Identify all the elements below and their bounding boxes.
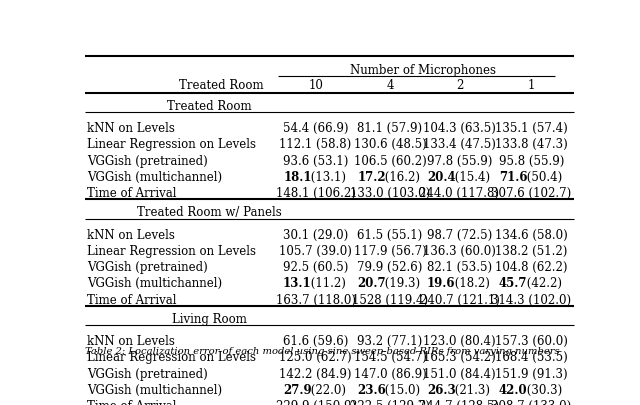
Text: 18.1: 18.1 xyxy=(283,171,312,184)
Text: Treated Room: Treated Room xyxy=(166,100,252,113)
Text: 93.2 (77.1): 93.2 (77.1) xyxy=(357,335,422,348)
Text: 54.4 (66.9): 54.4 (66.9) xyxy=(283,122,348,135)
Text: (42.2): (42.2) xyxy=(523,277,562,290)
Text: (11.2): (11.2) xyxy=(307,277,346,290)
Text: 61.6 (59.6): 61.6 (59.6) xyxy=(283,335,348,348)
Text: 154.5 (54.7): 154.5 (54.7) xyxy=(353,352,426,365)
Text: Number of Microphones: Number of Microphones xyxy=(351,64,497,77)
Text: 93.6 (53.1): 93.6 (53.1) xyxy=(283,155,348,168)
Text: 19.6: 19.6 xyxy=(427,277,456,290)
Text: Time of Arrival: Time of Arrival xyxy=(88,400,177,405)
Text: VGGish (multichannel): VGGish (multichannel) xyxy=(88,384,223,397)
Text: 95.8 (55.9): 95.8 (55.9) xyxy=(499,155,564,168)
Text: kNN on Levels: kNN on Levels xyxy=(88,122,175,135)
Text: 314.3 (102.0): 314.3 (102.0) xyxy=(492,294,572,307)
Text: 104.8 (62.2): 104.8 (62.2) xyxy=(495,261,568,274)
Text: 130.6 (48.5): 130.6 (48.5) xyxy=(354,139,426,151)
Text: (19.3): (19.3) xyxy=(381,277,420,290)
Text: 123.0 (80.4): 123.0 (80.4) xyxy=(423,335,496,348)
Text: 222.5 (129.7): 222.5 (129.7) xyxy=(350,400,430,405)
Text: 30.1 (29.0): 30.1 (29.0) xyxy=(283,229,348,242)
Text: VGGish (multichannel): VGGish (multichannel) xyxy=(88,171,223,184)
Text: 117.9 (56.7): 117.9 (56.7) xyxy=(354,245,426,258)
Text: 23.6: 23.6 xyxy=(357,384,386,397)
Text: 135.1 (57.4): 135.1 (57.4) xyxy=(495,122,568,135)
Text: 79.9 (52.6): 79.9 (52.6) xyxy=(357,261,422,274)
Text: 82.1 (53.5): 82.1 (53.5) xyxy=(427,261,492,274)
Text: 148.1 (106.2): 148.1 (106.2) xyxy=(276,187,356,200)
Text: 92.5 (60.5): 92.5 (60.5) xyxy=(283,261,348,274)
Text: 151.0 (84.4): 151.0 (84.4) xyxy=(423,368,496,381)
Text: (30.3): (30.3) xyxy=(523,384,562,397)
Text: Living Room: Living Room xyxy=(172,313,246,326)
Text: 142.2 (84.9): 142.2 (84.9) xyxy=(279,368,352,381)
Text: 105.7 (39.0): 105.7 (39.0) xyxy=(279,245,352,258)
Text: 133.0 (103.0): 133.0 (103.0) xyxy=(350,187,430,200)
Text: VGGish (multichannel): VGGish (multichannel) xyxy=(88,277,223,290)
Text: 147.0 (86.9): 147.0 (86.9) xyxy=(354,368,426,381)
Text: Linear Regression on Levels: Linear Regression on Levels xyxy=(88,139,257,151)
Text: Table 2: Localization error of each model using sine sweep-based RIRs from varyi: Table 2: Localization error of each mode… xyxy=(85,347,559,356)
Text: 136.3 (60.0): 136.3 (60.0) xyxy=(423,245,496,258)
Text: 112.1 (58.8): 112.1 (58.8) xyxy=(280,139,352,151)
Text: 307.6 (102.7): 307.6 (102.7) xyxy=(492,187,572,200)
Text: (13.1): (13.1) xyxy=(307,171,346,184)
Text: 1: 1 xyxy=(527,79,535,92)
Text: Time of Arrival: Time of Arrival xyxy=(88,294,177,307)
Text: 244.7 (128.5): 244.7 (128.5) xyxy=(419,400,499,405)
Text: Linear Regression on Levels: Linear Regression on Levels xyxy=(88,245,257,258)
Text: Treated Room: Treated Room xyxy=(179,79,264,92)
Text: 26.3: 26.3 xyxy=(427,384,456,397)
Text: 42.0: 42.0 xyxy=(499,384,527,397)
Text: 106.5 (60.2): 106.5 (60.2) xyxy=(354,155,426,168)
Text: 98.7 (72.5): 98.7 (72.5) xyxy=(427,229,492,242)
Text: 134.6 (58.0): 134.6 (58.0) xyxy=(495,229,568,242)
Text: 10: 10 xyxy=(308,79,323,92)
Text: kNN on Levels: kNN on Levels xyxy=(88,229,175,242)
Text: VGGish (pretrained): VGGish (pretrained) xyxy=(88,368,208,381)
Text: 27.9: 27.9 xyxy=(283,384,312,397)
Text: 133.8 (47.3): 133.8 (47.3) xyxy=(495,139,568,151)
Text: Treated Room w/ Panels: Treated Room w/ Panels xyxy=(136,206,282,219)
Text: (18.2): (18.2) xyxy=(451,277,490,290)
Text: 1528 (119.4): 1528 (119.4) xyxy=(352,294,428,307)
Text: Linear Regression on Levels: Linear Regression on Levels xyxy=(88,352,257,365)
Text: 71.6: 71.6 xyxy=(499,171,527,184)
Text: (21.3): (21.3) xyxy=(451,384,490,397)
Text: 163.7 (118.0): 163.7 (118.0) xyxy=(276,294,356,307)
Text: 61.5 (55.1): 61.5 (55.1) xyxy=(357,229,422,242)
Text: (50.4): (50.4) xyxy=(523,171,562,184)
Text: 138.2 (51.2): 138.2 (51.2) xyxy=(495,245,568,258)
Text: 13.1: 13.1 xyxy=(283,277,312,290)
Text: 229.9 (150.9): 229.9 (150.9) xyxy=(276,400,356,405)
Text: Time of Arrival: Time of Arrival xyxy=(88,187,177,200)
Text: 81.1 (57.9): 81.1 (57.9) xyxy=(357,122,422,135)
Text: 2: 2 xyxy=(456,79,463,92)
Text: 133.4 (47.5): 133.4 (47.5) xyxy=(423,139,496,151)
Text: 20.7: 20.7 xyxy=(358,277,386,290)
Text: (15.0): (15.0) xyxy=(381,384,420,397)
Text: (22.0): (22.0) xyxy=(307,384,346,397)
Text: 20.4: 20.4 xyxy=(427,171,456,184)
Text: 4: 4 xyxy=(387,79,394,92)
Text: (16.2): (16.2) xyxy=(381,171,420,184)
Text: (15.4): (15.4) xyxy=(451,171,490,184)
Text: 308.7 (133.0): 308.7 (133.0) xyxy=(492,400,572,405)
Text: 168.4 (53.5): 168.4 (53.5) xyxy=(495,352,568,365)
Text: 244.0 (117.8): 244.0 (117.8) xyxy=(419,187,499,200)
Text: 17.2: 17.2 xyxy=(358,171,386,184)
Text: kNN on Levels: kNN on Levels xyxy=(88,335,175,348)
Text: 125.0 (62.7): 125.0 (62.7) xyxy=(279,352,352,365)
Text: VGGish (pretrained): VGGish (pretrained) xyxy=(88,261,208,274)
Text: 151.9 (91.3): 151.9 (91.3) xyxy=(495,368,568,381)
Text: VGGish (pretrained): VGGish (pretrained) xyxy=(88,155,208,168)
Text: 165.3 (54.2): 165.3 (54.2) xyxy=(423,352,496,365)
Text: 45.7: 45.7 xyxy=(499,277,527,290)
Text: 104.3 (63.5): 104.3 (63.5) xyxy=(423,122,496,135)
Text: 157.3 (60.0): 157.3 (60.0) xyxy=(495,335,568,348)
Text: 97.8 (55.9): 97.8 (55.9) xyxy=(427,155,492,168)
Text: 240.7 (121.1): 240.7 (121.1) xyxy=(419,294,499,307)
